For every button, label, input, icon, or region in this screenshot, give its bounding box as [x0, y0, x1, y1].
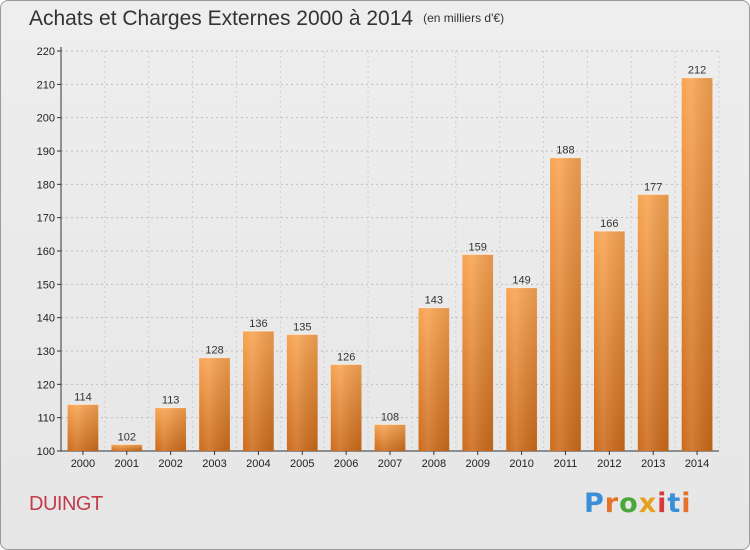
- x-tick-label: 2005: [290, 458, 314, 470]
- bar-shade: [462, 254, 494, 451]
- bar-value-label: 135: [293, 321, 311, 333]
- x-tick-label: 2002: [158, 458, 182, 470]
- place-name: DUINGT: [29, 493, 103, 515]
- grid-lines: [60, 50, 720, 452]
- x-tick-label: 2004: [246, 458, 270, 470]
- x-tick-label: 2007: [378, 458, 402, 470]
- y-tick-label: 150: [37, 279, 55, 291]
- bar-shade: [418, 307, 450, 451]
- y-tick-label: 170: [37, 213, 55, 225]
- bar-shade: [374, 424, 406, 451]
- logo-letter: o: [619, 488, 639, 519]
- y-tick-label: 130: [37, 346, 55, 358]
- x-tick-label: 2008: [422, 458, 446, 470]
- bar-shade: [637, 194, 669, 452]
- proxiti-logo: Proxiti: [584, 488, 692, 519]
- bar-value-label: 126: [337, 351, 355, 363]
- y-tick-label: 140: [37, 313, 55, 325]
- logo-letter: x: [638, 488, 658, 519]
- bar-value-label: 177: [644, 181, 662, 193]
- bar-value-label: 143: [425, 295, 443, 307]
- y-tick-label: 220: [37, 46, 55, 58]
- bar-value-label: 113: [162, 395, 180, 407]
- chart-unit: (en milliers d'€): [423, 11, 505, 25]
- x-tick-label: 2009: [465, 458, 489, 470]
- y-tick-label: 100: [37, 446, 55, 458]
- bars: [67, 77, 713, 452]
- bar-value-label: 136: [249, 318, 267, 330]
- y-tick-label: 180: [37, 179, 55, 191]
- logo-letter: t: [667, 488, 682, 519]
- x-tick-label: 2013: [641, 458, 665, 470]
- y-tick-label: 160: [37, 246, 55, 258]
- logo-letter: i: [657, 488, 668, 519]
- labels: 114 2000 102 2001 113 2002 128 2003 136 2004 135 20…: [71, 65, 710, 470]
- bar-value-label: 166: [600, 218, 618, 230]
- x-tick-label: 2003: [202, 458, 226, 470]
- logo-letter: i: [681, 488, 692, 519]
- bar-shade: [199, 357, 230, 451]
- y-tick-label: 200: [37, 113, 55, 125]
- bar-value-label: 149: [512, 275, 530, 287]
- bar-value-label: 128: [205, 345, 223, 357]
- x-tick-label: 2000: [71, 458, 95, 470]
- x-tick-label: 2014: [685, 458, 709, 470]
- x-tick-label: 2010: [509, 458, 533, 470]
- bar-shade: [593, 231, 625, 451]
- bar-shade: [155, 407, 187, 451]
- chart-title-text: Achats et Charges Externes 2000 à 2014: [29, 7, 414, 30]
- y-tick-label: 110: [37, 413, 55, 425]
- bar-shade: [330, 364, 362, 451]
- bar-value-label: 108: [381, 411, 399, 423]
- bar-value-label: 102: [118, 431, 136, 443]
- logo-letter: P: [584, 488, 605, 519]
- bar-shade: [506, 287, 537, 451]
- bar-value-label: 114: [74, 391, 92, 403]
- bar-shade: [243, 331, 274, 451]
- x-tick-label: 2012: [597, 458, 621, 470]
- bar-shade: [681, 77, 713, 452]
- bar-shade: [286, 334, 318, 451]
- bar-value-label: 188: [556, 145, 574, 157]
- y-tick-label: 210: [37, 79, 55, 91]
- bar-value-label: 159: [469, 241, 487, 253]
- logo-letter: r: [604, 488, 620, 519]
- bar-shade: [111, 444, 143, 451]
- bar-shade: [67, 404, 99, 451]
- y-tick-label: 120: [37, 379, 55, 391]
- y-tick-label: 190: [37, 146, 55, 158]
- chart-title: Achats et Charges Externes 2000 à 2014 (e…: [29, 7, 504, 31]
- bar-value-label: 212: [688, 65, 706, 77]
- x-tick-label: 2006: [334, 458, 358, 470]
- x-tick-label: 2011: [554, 458, 578, 470]
- bar-shade: [550, 157, 581, 451]
- x-tick-label: 2001: [115, 458, 139, 470]
